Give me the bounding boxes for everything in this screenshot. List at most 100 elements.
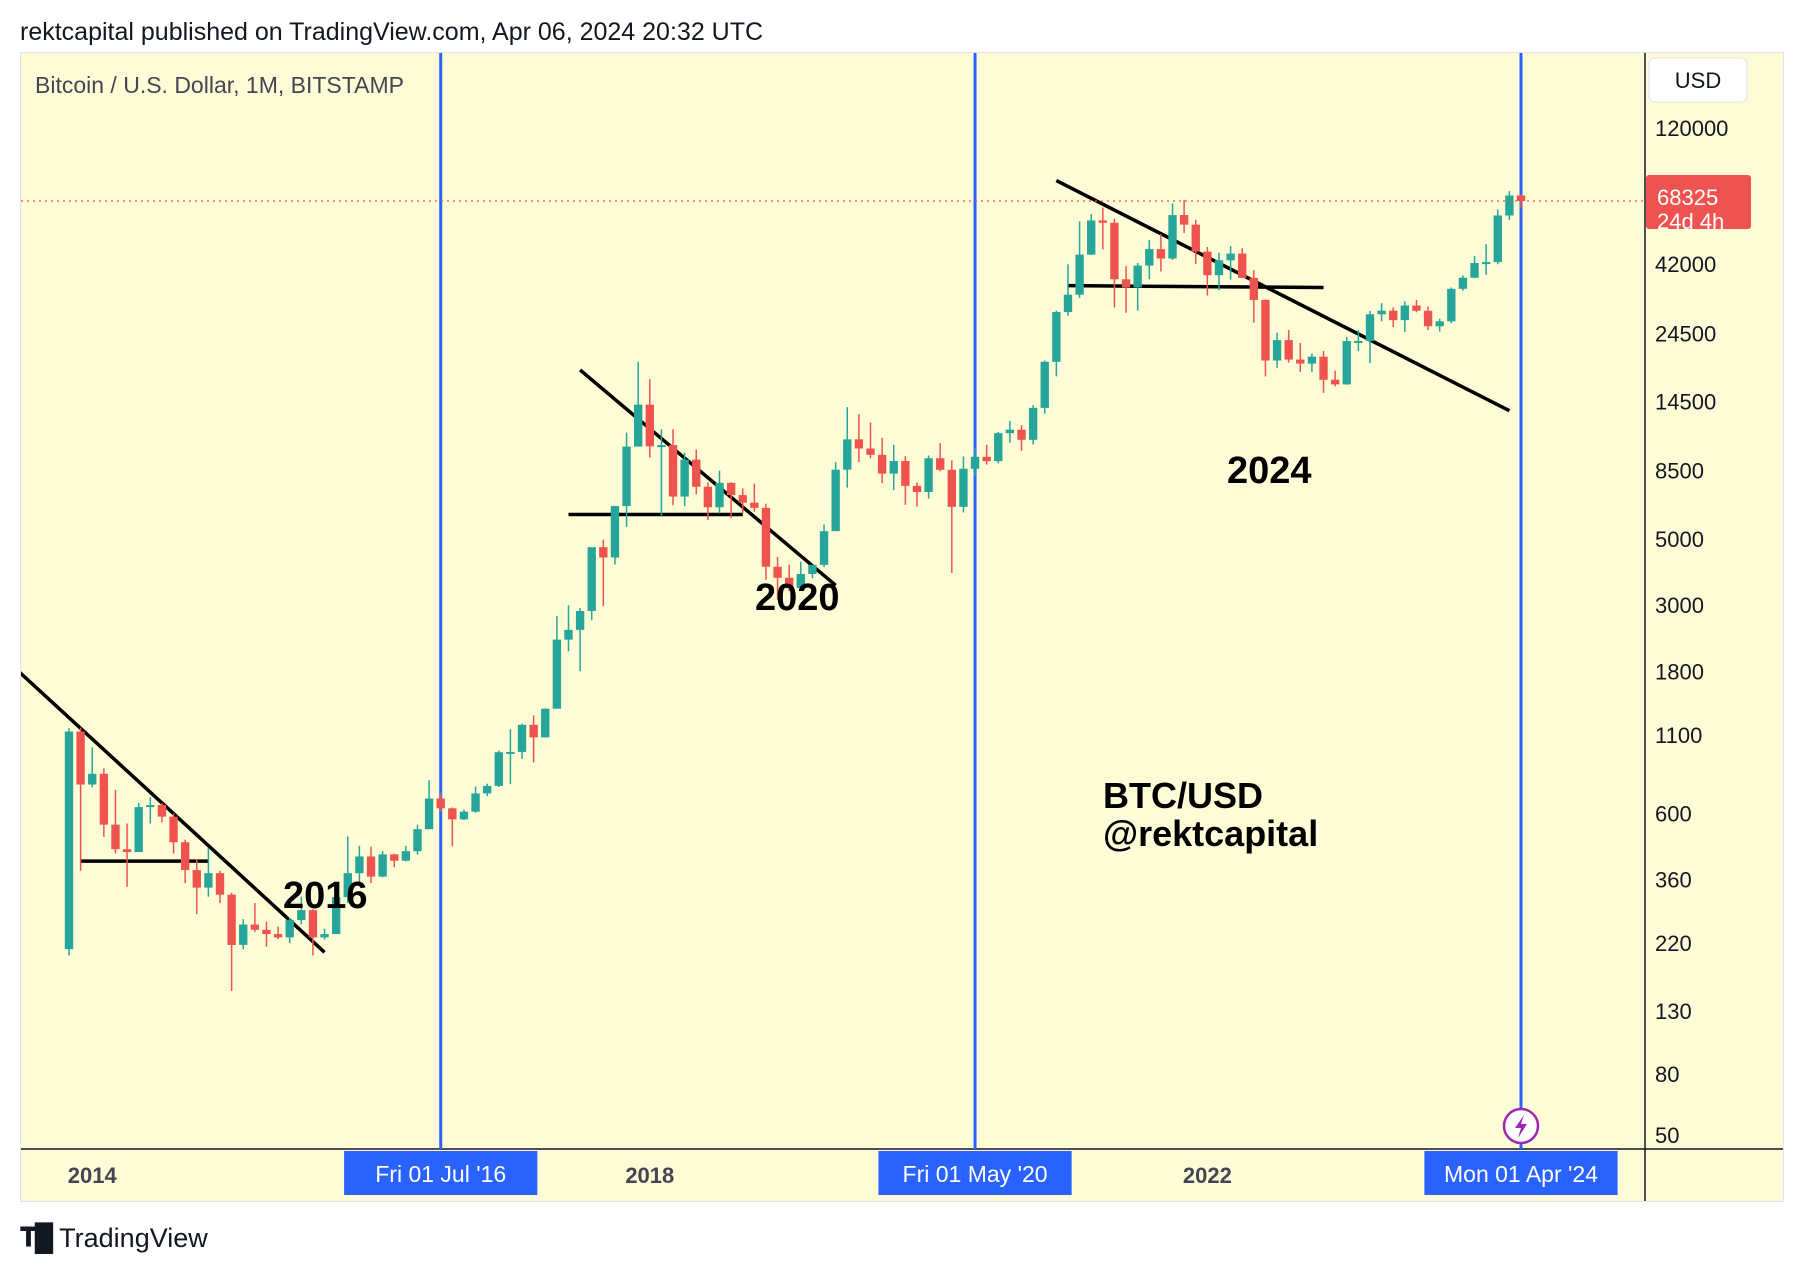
candle-body[interactable] xyxy=(1098,220,1108,223)
candle-body[interactable] xyxy=(99,773,109,825)
candle-body[interactable] xyxy=(1238,253,1247,278)
candle-body[interactable] xyxy=(1203,251,1212,276)
candle-body[interactable] xyxy=(1435,321,1444,327)
candle-body[interactable] xyxy=(1493,215,1502,263)
candle-body[interactable] xyxy=(1307,356,1317,364)
candle-body[interactable] xyxy=(297,910,306,921)
candle-body[interactable] xyxy=(1296,359,1305,364)
candle-body[interactable] xyxy=(1284,340,1293,360)
candle-body[interactable] xyxy=(808,564,817,574)
candle-body[interactable] xyxy=(645,404,654,447)
candle-body[interactable] xyxy=(796,573,805,588)
candle-body[interactable] xyxy=(482,785,492,794)
candle-body[interactable] xyxy=(738,495,747,503)
candle-body[interactable] xyxy=(947,469,956,507)
candle-body[interactable] xyxy=(448,808,457,820)
candle-body[interactable] xyxy=(1377,310,1386,315)
candle-body[interactable] xyxy=(1133,265,1142,288)
candle-body[interactable] xyxy=(657,445,666,448)
candle-body[interactable] xyxy=(564,629,573,640)
candle-body[interactable] xyxy=(866,448,875,455)
candle-body[interactable] xyxy=(355,856,364,874)
candle-body[interactable] xyxy=(1319,356,1328,380)
candle-body[interactable] xyxy=(1191,224,1200,252)
candle-body[interactable] xyxy=(366,856,376,877)
candle-body[interactable] xyxy=(320,934,329,938)
candle-body[interactable] xyxy=(1156,249,1166,259)
candle-body[interactable] xyxy=(1481,262,1491,265)
candle-body[interactable] xyxy=(1470,263,1479,278)
candle-body[interactable] xyxy=(819,531,829,565)
candle-body[interactable] xyxy=(1005,429,1015,434)
candle-body[interactable] xyxy=(936,458,945,470)
currency-button[interactable] xyxy=(1648,57,1748,103)
candle-body[interactable] xyxy=(1121,279,1131,288)
trendline[interactable] xyxy=(578,368,837,587)
candle-body[interactable] xyxy=(726,482,736,496)
candle-body[interactable] xyxy=(157,805,167,817)
price-axis-area[interactable] xyxy=(1645,53,1784,1202)
candle-body[interactable] xyxy=(273,934,283,938)
candle-body[interactable] xyxy=(575,610,585,630)
candle-body[interactable] xyxy=(1272,340,1282,361)
candle-body[interactable] xyxy=(250,924,260,930)
candle-body[interactable] xyxy=(1505,195,1514,216)
plot-area[interactable] xyxy=(21,53,1645,1149)
candle-body[interactable] xyxy=(506,751,515,754)
candle-body[interactable] xyxy=(982,456,991,462)
candle-body[interactable] xyxy=(970,456,980,469)
candle-body[interactable] xyxy=(134,807,143,853)
candle-body[interactable] xyxy=(1040,361,1049,408)
candle-body[interactable] xyxy=(1028,407,1038,440)
candle-body[interactable] xyxy=(1412,305,1421,311)
candle-body[interactable] xyxy=(901,461,910,486)
candle-body[interactable] xyxy=(436,798,445,809)
trendline[interactable] xyxy=(21,664,326,954)
candle-body[interactable] xyxy=(529,724,538,738)
candle-body[interactable] xyxy=(88,773,97,785)
candle-body[interactable] xyxy=(494,752,503,786)
candle-body[interactable] xyxy=(1330,379,1340,385)
candle-body[interactable] xyxy=(1063,294,1073,313)
candle-body[interactable] xyxy=(1261,299,1270,361)
candle-body[interactable] xyxy=(1226,253,1235,261)
candle-body[interactable] xyxy=(1458,277,1468,289)
candle-body[interactable] xyxy=(1400,305,1410,321)
time-axis-area[interactable] xyxy=(21,1149,1645,1202)
candle-body[interactable] xyxy=(1017,429,1026,440)
candle-body[interactable] xyxy=(111,824,120,850)
candle-body[interactable] xyxy=(715,482,724,508)
candle-body[interactable] xyxy=(146,805,155,808)
candle-body[interactable] xyxy=(843,439,852,470)
candle-body[interactable] xyxy=(634,404,643,447)
candle-body[interactable] xyxy=(471,793,480,812)
trendline[interactable] xyxy=(1067,283,1324,290)
candle-body[interactable] xyxy=(215,873,225,895)
candle-body[interactable] xyxy=(622,446,631,507)
trendline[interactable] xyxy=(1055,179,1511,413)
chart-frame[interactable]: Bitcoin / U.S. Dollar, 1M, BITSTAMP 2016 2… xyxy=(20,52,1784,1202)
candle-body[interactable] xyxy=(204,873,213,888)
candle-body[interactable] xyxy=(877,454,887,474)
candle-body[interactable] xyxy=(831,469,840,532)
candle-body[interactable] xyxy=(994,433,1003,462)
candle-body[interactable] xyxy=(285,920,294,938)
tradingview-footer[interactable]: 𝐓█ TradingView xyxy=(20,1222,208,1254)
candle-body[interactable] xyxy=(610,506,620,558)
candle-body[interactable] xyxy=(1145,249,1154,266)
candle-body[interactable] xyxy=(1354,340,1363,343)
candle-body[interactable] xyxy=(459,811,469,820)
candle-body[interactable] xyxy=(1179,215,1189,225)
candle-body[interactable] xyxy=(64,731,74,950)
candle-body[interactable] xyxy=(1342,341,1351,385)
candle-body[interactable] xyxy=(1052,312,1061,362)
candle-body[interactable] xyxy=(785,577,794,588)
candlestick-chart[interactable]: Bitcoin / U.S. Dollar, 1M, BITSTAMP 2016 2… xyxy=(21,53,1784,1202)
candle-body[interactable] xyxy=(1087,220,1096,255)
candle-body[interactable] xyxy=(1075,254,1084,295)
candle-body[interactable] xyxy=(122,849,132,853)
candle-body[interactable] xyxy=(959,468,968,507)
candle-body[interactable] xyxy=(773,566,782,578)
candle-body[interactable] xyxy=(227,894,236,945)
candle-body[interactable] xyxy=(541,708,550,738)
